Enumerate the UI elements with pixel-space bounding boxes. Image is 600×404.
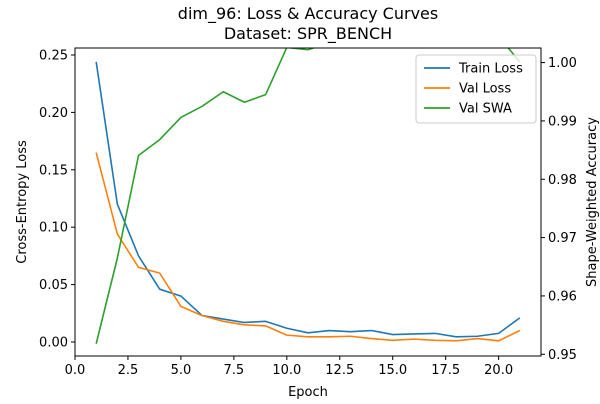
y-right-tick-label: 0.95 bbox=[548, 348, 577, 363]
x-axis-label: Epoch bbox=[288, 385, 328, 400]
x-tick-label: 17.5 bbox=[431, 363, 460, 378]
y-axis-left-label: Cross-Entropy Loss bbox=[15, 140, 30, 264]
y-axis-right-label: Shape-Weighted Accuracy bbox=[585, 117, 600, 287]
x-tick-label: 7.5 bbox=[224, 363, 245, 378]
y-left-tick-label: 0.10 bbox=[39, 221, 68, 236]
y-right-tick-label: 1.00 bbox=[548, 56, 577, 71]
x-tick-label: 5.0 bbox=[171, 363, 192, 378]
ticks-layer: 0.0 2.5 5.0 7.5 10.0 12.5 15.0 17.5 20.0 0.00 0.05… bbox=[39, 49, 577, 378]
series-layer bbox=[95, 48, 521, 344]
y-right-tick-label: 0.98 bbox=[548, 173, 577, 188]
legend-box bbox=[415, 54, 537, 124]
chart-title-line1: dim_96: Loss & Accuracy Curves bbox=[178, 4, 438, 24]
legend-label-0: Train Loss bbox=[458, 62, 523, 77]
y-right-tick-label: 0.97 bbox=[548, 231, 577, 246]
legend: Train Loss Val Loss Val SWA bbox=[415, 54, 537, 124]
y-left-tick-label: 0.15 bbox=[39, 163, 68, 178]
series-line-1 bbox=[95, 152, 521, 342]
y-left-tick-label: 0.25 bbox=[39, 49, 68, 64]
x-tick-label: 12.5 bbox=[325, 363, 354, 378]
y-left-tick-label: 0.05 bbox=[39, 278, 68, 293]
x-tick-label: 15.0 bbox=[378, 363, 407, 378]
legend-label-2: Val SWA bbox=[459, 102, 512, 117]
y-right-tick-label: 0.99 bbox=[548, 114, 577, 129]
y-left-tick-label: 0.20 bbox=[39, 106, 68, 121]
plot-frame bbox=[74, 47, 542, 357]
y-right-tick-label: 0.96 bbox=[548, 289, 577, 304]
chart-title-line2: Dataset: SPR_BENCH bbox=[224, 24, 392, 44]
x-tick-label: 0.0 bbox=[65, 363, 86, 378]
legend-label-1: Val Loss bbox=[459, 82, 511, 97]
x-tick-label: 2.5 bbox=[118, 363, 139, 378]
x-tick-label: 10.0 bbox=[272, 363, 301, 378]
x-tick-label: 20.0 bbox=[484, 363, 513, 378]
series-line-0 bbox=[95, 61, 521, 338]
y-left-tick-label: 0.00 bbox=[39, 335, 68, 350]
series-line-2 bbox=[95, 48, 521, 344]
